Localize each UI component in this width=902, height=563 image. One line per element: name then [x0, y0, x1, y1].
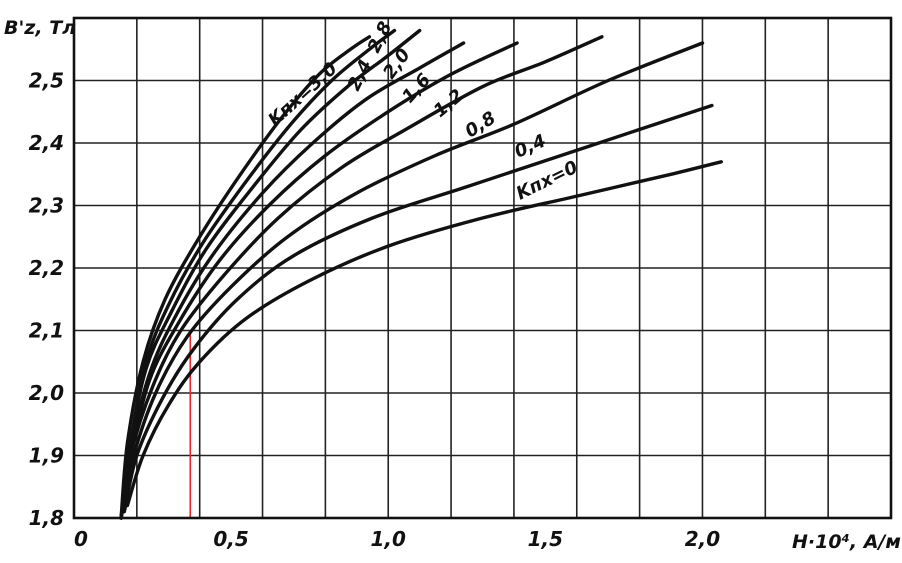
curve-series: [119, 35, 372, 520]
y-tick-label: 1,8: [29, 506, 65, 530]
y-tick-label: 2,4: [29, 131, 64, 155]
curve-series: [122, 103, 714, 514]
x-tick-label: 1,5: [528, 527, 563, 551]
x-tick-label: 0: [74, 527, 88, 551]
grid: [74, 18, 891, 518]
curves: [119, 28, 723, 520]
y-tick-label: 2,1: [29, 319, 64, 343]
x-tick-label: 0,5: [213, 527, 248, 551]
y-tick-label: 2,0: [29, 381, 65, 405]
curve-label: 1,2: [430, 85, 468, 122]
curve-label: Kпх=3,0: [264, 58, 341, 130]
curve-label: 2,4: [344, 56, 377, 94]
curve-series: [119, 28, 422, 520]
y-tick-label: 2,2: [29, 256, 64, 280]
x-tick-label: 1,0: [371, 527, 407, 551]
x-tick-label: 2,0: [685, 527, 721, 551]
y-tick-labels: 1,8 1,9 2,0 2,1 2,2 2,3 2,4 2,5: [29, 69, 65, 531]
plot-frame: [72, 16, 893, 520]
curve-label: 0,8: [462, 108, 500, 143]
x-axis-label: H·10⁴, A/м: [792, 531, 901, 553]
y-tick-label: 1,9: [29, 444, 65, 468]
x-tick-labels: 0 0,5 1,0 1,5 2,0: [74, 527, 720, 551]
curve-series: [119, 35, 604, 520]
y-tick-label: 2,3: [29, 194, 64, 218]
curve-series: [119, 41, 466, 520]
curve-series: [119, 41, 705, 520]
y-axis-label: B'z, Тл: [4, 17, 76, 39]
curve-label: 0,4: [511, 130, 549, 162]
curve-series: [125, 160, 723, 508]
y-tick-label: 2,5: [29, 69, 64, 93]
curve-series: [119, 28, 397, 520]
